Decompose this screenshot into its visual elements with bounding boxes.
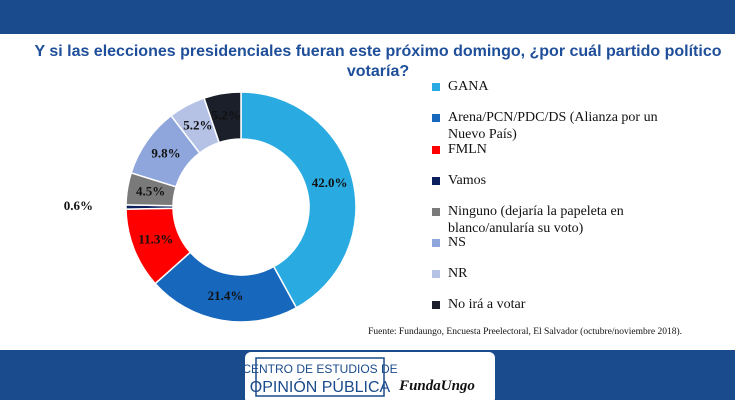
legend-label: NR [448,266,468,281]
legend-swatch [432,83,440,91]
legend-swatch [432,239,440,247]
legend-swatch [432,270,440,278]
footer-logo: FundaUngo [398,378,475,394]
chart-title: Y si las elecciones presidenciales fuera… [35,43,722,60]
slice [240,91,357,309]
legend-item: GANA [432,78,682,95]
legend-label: No irá a votar [448,297,526,312]
legend-label: Arena/PCN/PDC/DS (Alianza por un Nuevo P… [448,110,658,142]
legend-swatch [432,114,440,122]
legend-item: NR [432,265,682,282]
legend-item: Ninguno (dejaría la papeleta en blanco/a… [432,203,682,237]
legend-label: Vamos [448,173,487,188]
value-label: 5.2% [211,108,240,123]
legend-item: NS [432,234,682,251]
legend-item: Arena/PCN/PDC/DS (Alianza por un Nuevo P… [432,109,682,143]
legend-item: Vamos [432,172,682,189]
legend-swatch [432,177,440,185]
legend-swatch [432,301,440,309]
legend-item: No irá a votar [432,296,682,313]
value-label: 9.8% [151,146,180,161]
logo-box [245,352,495,400]
value-label: 5.2% [183,117,212,132]
source: Fuente: Fundaungo, Encuesta Preelectoral… [368,326,682,337]
legend-swatch [432,146,440,154]
top-band [0,0,735,34]
logo-frame [255,357,385,397]
chart-subtitle: votaría? [347,63,409,80]
footer-line1: CENTRO DE ESTUDIOS DE [242,362,397,376]
legend-label: Ninguno (dejaría la papeleta en blanco/a… [448,204,624,236]
value-label: 21.4% [208,288,244,303]
slice [203,91,242,144]
legend-label: NS [448,235,466,250]
legend-swatch [432,208,440,216]
footer-line2: OPINIÓN PÚBLICA [250,377,391,396]
value-label: 42.0% [312,175,348,190]
value-label: 11.3% [138,231,173,246]
legend-label: GANA [448,79,489,94]
value-label: 4.5% [136,183,165,198]
value-label: 0.6% [64,198,93,213]
legend-label: FMLN [448,142,487,157]
legend-item: FMLN [432,141,682,158]
